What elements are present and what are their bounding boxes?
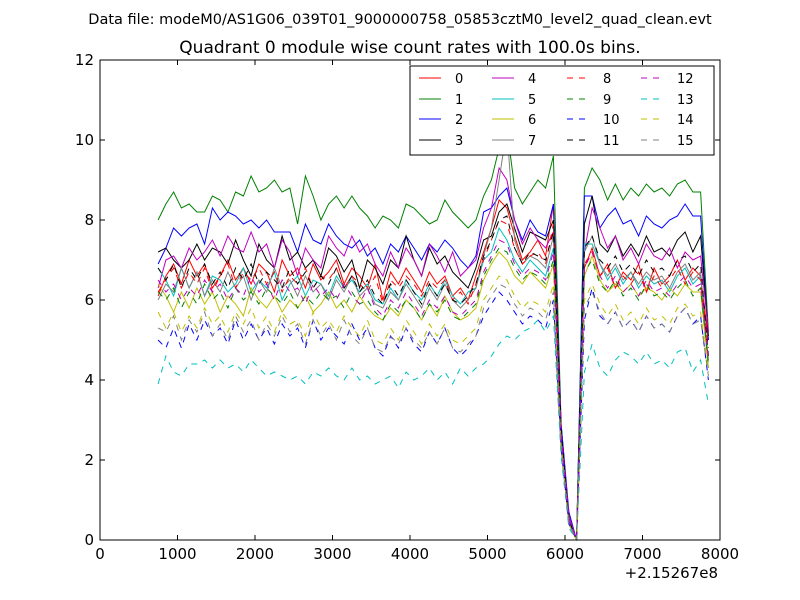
x-tick-label: 1000 xyxy=(158,545,196,563)
legend-label-12: 12 xyxy=(677,72,694,87)
legend-label-8: 8 xyxy=(603,72,611,87)
chart-title: Quadrant 0 module wise count rates with … xyxy=(179,38,640,58)
x-tick-label: 2000 xyxy=(236,545,274,563)
series-line-11 xyxy=(157,215,709,541)
x-tick-label: 5000 xyxy=(468,545,506,563)
legend-label-6: 6 xyxy=(528,113,536,128)
figure-suptitle: Data file: modeM0/AS1G06_039T01_90000007… xyxy=(88,12,712,28)
y-tick-label: 10 xyxy=(75,131,94,149)
series-line-2 xyxy=(157,187,709,541)
legend-label-3: 3 xyxy=(455,134,463,149)
legend-label-11: 11 xyxy=(603,134,620,149)
legend-label-4: 4 xyxy=(528,72,536,87)
series-line-8 xyxy=(157,219,709,541)
axis-tick-labels: 0 1000 2000 3000 4000 5000 6000 7000 80000246810… xyxy=(75,51,739,563)
x-tick-label: 7000 xyxy=(623,545,661,563)
plot-lines xyxy=(157,127,709,542)
series-line-1 xyxy=(157,127,709,541)
legend-label-7: 7 xyxy=(528,134,536,149)
legend-label-15: 15 xyxy=(677,134,694,149)
series-line-13 xyxy=(157,314,709,542)
y-tick-label: 4 xyxy=(84,371,94,389)
series-line-10 xyxy=(157,286,709,541)
series-line-5 xyxy=(157,226,709,541)
axis-ticks xyxy=(99,59,721,541)
y-tick-label: 8 xyxy=(84,211,94,229)
series-line-12 xyxy=(157,239,709,541)
series-line-14 xyxy=(157,275,709,541)
legend-label-0: 0 xyxy=(455,72,463,87)
x-tick-label: 0 xyxy=(95,545,105,563)
series-line-7 xyxy=(157,127,709,541)
legend-label-5: 5 xyxy=(528,93,536,108)
y-tick-label: 12 xyxy=(75,51,94,69)
x-tick-label: 8000 xyxy=(701,545,739,563)
series-line-15 xyxy=(157,283,709,541)
legend-label-10: 10 xyxy=(603,113,620,128)
series-line-6 xyxy=(157,251,709,541)
x-tick-label: 6000 xyxy=(546,545,584,563)
legend-label-14: 14 xyxy=(677,113,694,128)
legend-label-9: 9 xyxy=(603,93,611,108)
legend-label-2: 2 xyxy=(455,113,463,128)
x-tick-label: 4000 xyxy=(391,545,429,563)
y-tick-label: 2 xyxy=(84,451,94,469)
legend-label-13: 13 xyxy=(677,93,694,108)
legend-label-1: 1 xyxy=(455,93,463,108)
x-axis-offset-label: +2.15267e8 xyxy=(625,564,718,582)
legend-box xyxy=(409,65,715,156)
y-tick-label: 6 xyxy=(84,291,94,309)
y-tick-label: 0 xyxy=(84,531,94,549)
series-line-9 xyxy=(157,247,709,541)
series-line-4 xyxy=(157,166,709,541)
x-tick-label: 3000 xyxy=(313,545,351,563)
